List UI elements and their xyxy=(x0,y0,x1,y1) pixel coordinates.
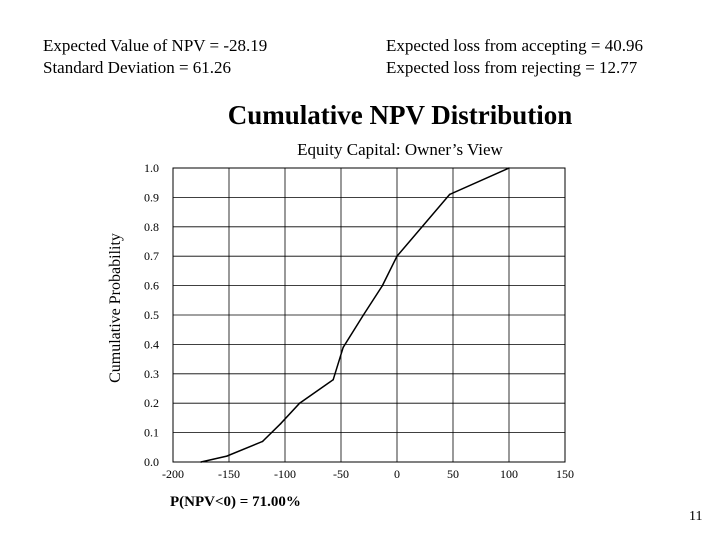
page-number: 11 xyxy=(689,509,703,524)
x-tick-label: -50 xyxy=(333,467,349,481)
data-point xyxy=(362,314,365,316)
x-tick-label: 0 xyxy=(394,467,400,481)
data-point xyxy=(279,422,282,425)
loss-accepting-text: Expected loss from accepting = 40.96 xyxy=(386,36,643,55)
x-tick-label: 50 xyxy=(447,467,459,481)
data-point xyxy=(332,378,334,381)
y-tick-label: 0.9 xyxy=(144,190,159,204)
x-tick-label: -150 xyxy=(218,467,240,481)
y-tick-label: 0.3 xyxy=(144,367,159,381)
chart-subtitle: Equity Capital: Owner’s View xyxy=(297,140,503,159)
data-point xyxy=(508,167,510,169)
chart-title: Cumulative NPV Distribution xyxy=(227,100,573,130)
x-tick-label: -200 xyxy=(162,467,184,481)
std-dev-text: Standard Deviation = 61.26 xyxy=(43,58,232,77)
cumulative-line xyxy=(200,167,510,463)
y-axis-label: Cumulative Probability xyxy=(107,233,124,383)
y-tick-label: 0.5 xyxy=(144,308,159,322)
y-tick-label: 0.8 xyxy=(144,220,159,234)
loss-rejecting-text: Expected loss from rejecting = 12.77 xyxy=(386,58,638,77)
data-point xyxy=(396,255,398,257)
y-tick-label: 0.7 xyxy=(144,249,159,263)
expected-npv-text: Expected Value of NPV = -28.19 xyxy=(43,36,268,55)
data-point xyxy=(342,346,345,349)
y-tick-label: 0.6 xyxy=(144,279,159,293)
y-tick-label: 0.1 xyxy=(144,426,159,440)
data-point xyxy=(298,402,301,405)
data-point xyxy=(381,284,384,287)
x-tick-label: -100 xyxy=(274,467,296,481)
x-tick-label: 150 xyxy=(556,467,574,481)
y-tick-label: 0.0 xyxy=(144,455,159,469)
data-point xyxy=(225,455,228,457)
x-tick-label: 100 xyxy=(500,467,518,481)
stats-right-block: Expected loss from accepting = 40.96 Exp… xyxy=(386,35,643,79)
data-point xyxy=(261,440,264,443)
y-tick-label: 0.2 xyxy=(144,396,159,410)
y-tick-label: 0.4 xyxy=(144,337,159,351)
data-point xyxy=(200,461,202,463)
y-tick-label: 1.0 xyxy=(144,161,159,175)
stats-left-block: Expected Value of NPV = -28.19 Standard … xyxy=(43,35,267,79)
data-point xyxy=(448,193,451,196)
probability-summary: P(NPV<0) = 71.00% xyxy=(170,494,301,510)
